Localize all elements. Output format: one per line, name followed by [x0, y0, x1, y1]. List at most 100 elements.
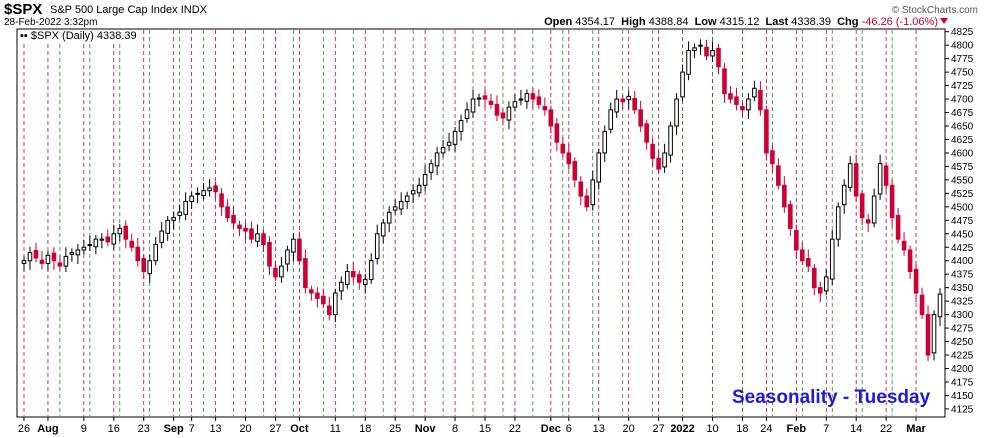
- candle-body: [129, 240, 135, 248]
- candle-body: [225, 206, 230, 219]
- candle-body: [297, 238, 302, 262]
- x-tick-label: 8: [452, 423, 458, 435]
- down-triangle-icon: [940, 18, 948, 24]
- candle-body: [45, 254, 51, 264]
- x-tick-label: 27: [269, 423, 281, 435]
- y-tick-label: 4725: [951, 81, 974, 92]
- x-tick-label: 15: [479, 423, 491, 435]
- y-tick-label: 4325: [951, 297, 974, 308]
- candle-body: [644, 123, 649, 143]
- candle-body: [446, 141, 452, 146]
- candle-body: [692, 47, 697, 52]
- candle-body: [255, 233, 260, 242]
- candle-body: [398, 200, 404, 210]
- candle-body: [315, 292, 320, 299]
- x-tick-label: 23: [138, 423, 150, 435]
- candle-body: [344, 271, 350, 285]
- candle-body: [506, 106, 512, 121]
- candle-body: [362, 279, 368, 285]
- candle-body: [189, 195, 194, 202]
- candlesticks: [21, 39, 943, 361]
- candle-body: [734, 96, 739, 105]
- x-tick-label: Sep: [164, 423, 184, 435]
- y-tick-label: 4475: [951, 216, 974, 227]
- y-tick-label: 4450: [951, 229, 974, 240]
- candle-body: [93, 238, 99, 248]
- candle-body: [51, 252, 57, 262]
- candle-body: [847, 163, 853, 188]
- candle-body: [901, 240, 907, 251]
- candle-body: [602, 130, 608, 154]
- x-tick-label: Feb: [787, 423, 807, 435]
- candle-body: [584, 195, 590, 208]
- candle-body: [542, 106, 548, 111]
- candle-body: [680, 71, 685, 98]
- candle-body: [81, 246, 87, 251]
- y-tick-label: 4425: [951, 243, 974, 254]
- candle-body: [614, 98, 620, 113]
- candle-body: [243, 227, 248, 232]
- candle-body: [87, 244, 93, 247]
- x-tick-label: 25: [389, 423, 401, 435]
- candle-body: [883, 165, 889, 186]
- vertical-gridlines: [23, 30, 917, 416]
- candle-body: [231, 214, 236, 224]
- timestamp: 28-Feb-2022 3:32pm: [4, 17, 98, 28]
- candle-body: [416, 184, 422, 194]
- candle-body: [518, 98, 524, 101]
- x-tick-label: 2022: [670, 423, 694, 435]
- y-tick-label: 4775: [951, 54, 974, 65]
- candle-body: [668, 125, 673, 156]
- candle-body: [794, 230, 799, 251]
- candle-body: [919, 294, 925, 316]
- candle-body: [566, 152, 572, 165]
- symbol: $SPX: [4, 1, 43, 18]
- candle-body: [333, 292, 338, 316]
- x-tick-label: 7: [823, 423, 829, 435]
- candle-body: [386, 211, 392, 224]
- candle-body: [171, 217, 176, 221]
- candle-body: [374, 233, 380, 260]
- legend: ▪▪ $SPX (Daily) 4338.39: [20, 30, 137, 42]
- candle-body: [877, 163, 883, 195]
- candle-body: [829, 238, 835, 280]
- ohlc-readout: Open 4354.17 High 4388.84 Low 4315.12 La…: [544, 16, 938, 28]
- candle-body: [656, 157, 661, 170]
- x-tick-label: 24: [760, 423, 772, 435]
- x-tick-label: 13: [593, 423, 605, 435]
- candle-body: [368, 260, 374, 281]
- candle-body: [303, 258, 308, 289]
- annotation-text: Seasonality - Tuesday: [732, 387, 931, 408]
- candle-body: [27, 252, 33, 262]
- security-name: S&P 500 Large Cap Index INDX: [50, 4, 207, 16]
- candle-body: [339, 281, 344, 292]
- candle-body: [464, 109, 470, 119]
- candle-body: [931, 314, 937, 354]
- candle-body: [249, 228, 254, 240]
- candle-body: [536, 96, 542, 105]
- x-tick-label: 22: [880, 423, 892, 435]
- candle-body: [458, 120, 464, 132]
- x-tick-label: Oct: [290, 423, 309, 435]
- y-tick-label: 4500: [951, 202, 974, 213]
- candle-body: [638, 109, 643, 127]
- candle-body: [99, 238, 105, 241]
- candle-body: [650, 143, 655, 159]
- x-tick-label: 20: [239, 423, 251, 435]
- x-tick-label: 16: [108, 423, 120, 435]
- candle-body: [590, 179, 596, 206]
- candle-body: [524, 93, 530, 102]
- candle-body: [123, 225, 129, 240]
- candle-body: [859, 193, 865, 219]
- candle-body: [722, 68, 727, 95]
- candle-body: [428, 163, 434, 173]
- candle-body: [273, 267, 278, 278]
- y-tick-label: 4150: [951, 391, 974, 402]
- candle-body: [494, 103, 500, 116]
- candle-body: [309, 289, 314, 294]
- candle-body: [488, 100, 494, 105]
- candle-body: [674, 98, 679, 127]
- y-tick-label: 4125: [951, 404, 974, 415]
- candle-body: [219, 193, 224, 208]
- candle-body: [261, 233, 266, 246]
